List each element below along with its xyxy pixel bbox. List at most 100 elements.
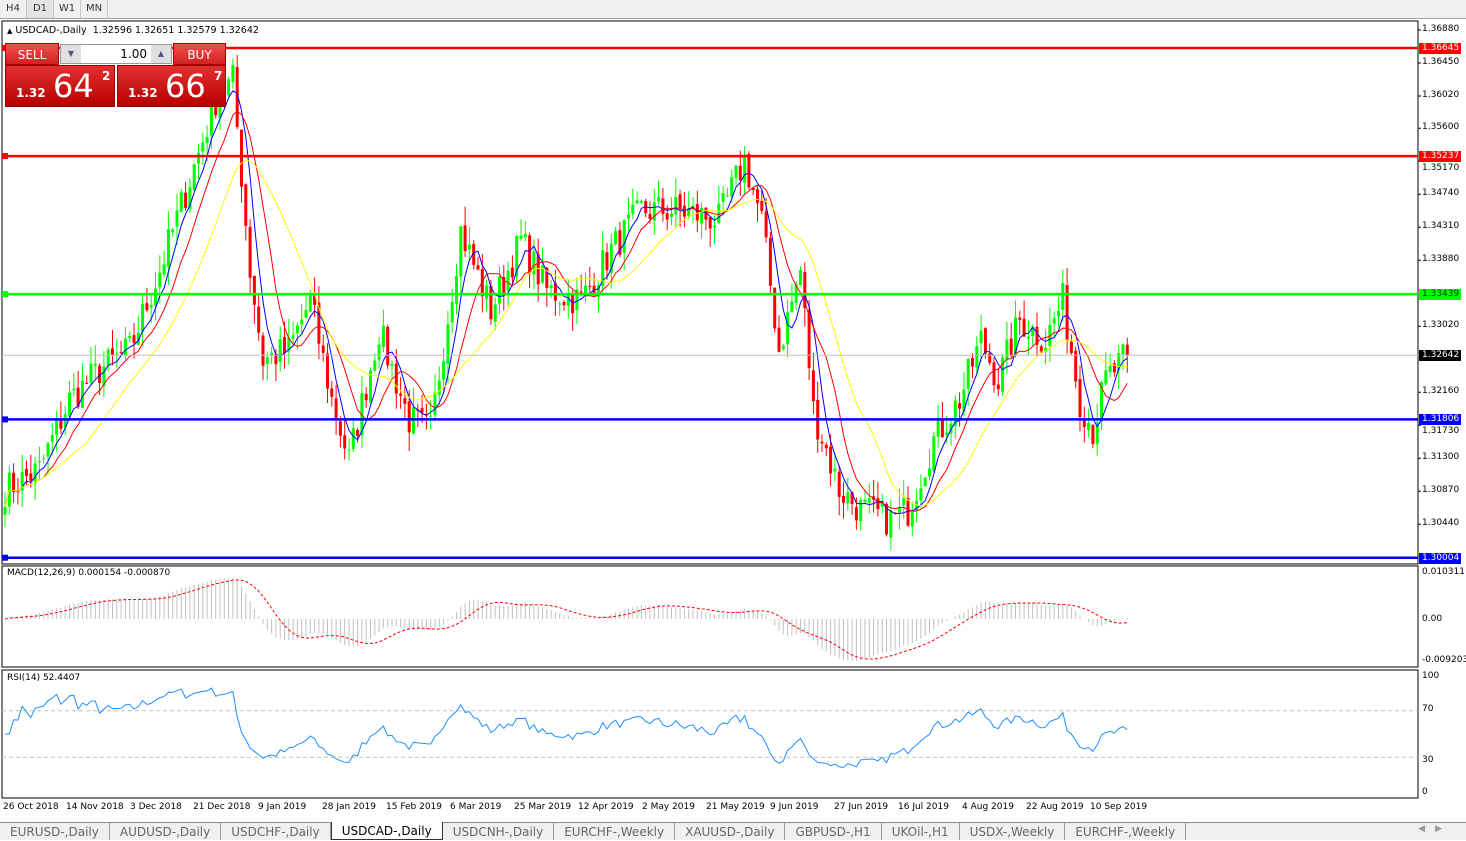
bear-candle — [463, 225, 467, 251]
collapse-arrow-icon[interactable]: ▲ — [7, 27, 13, 35]
bull-candle — [1026, 336, 1030, 339]
current-price-tag: 1.32642 — [1419, 350, 1461, 362]
bear-candle — [837, 471, 841, 497]
bull-candle — [270, 352, 274, 356]
chart-tab[interactable]: XAUUSD-,Daily — [675, 823, 786, 840]
bear-candle — [59, 418, 63, 429]
bull-candle — [50, 435, 54, 442]
level-price-tag: 1.31806 — [1419, 414, 1461, 426]
bear-candle — [326, 353, 329, 389]
bull-candle — [300, 319, 304, 325]
bull-candle — [979, 330, 983, 344]
date-axis-label: 14 Nov 2018 — [66, 802, 124, 812]
chart-tab[interactable]: USDX-,Weekly — [960, 823, 1066, 840]
ma-fast-line — [4, 90, 1128, 515]
bear-candle — [25, 468, 28, 477]
bull-candle — [390, 363, 394, 366]
bull-candle — [347, 449, 351, 451]
bull-candle — [889, 510, 893, 538]
bear-candle — [85, 382, 89, 384]
bear-candle — [386, 326, 390, 366]
bear-candle — [704, 207, 708, 220]
bull-candle — [115, 353, 119, 355]
chart-tab[interactable]: AUDUSD-,Daily — [110, 823, 222, 840]
bull-candle — [46, 443, 50, 457]
chart-tab[interactable]: USDCNH-,Daily — [443, 823, 555, 840]
bull-candle — [201, 142, 205, 152]
sell-button[interactable]: SELL — [5, 43, 59, 65]
bull-candle — [558, 303, 562, 305]
bull-candle — [308, 293, 312, 312]
bull-candle — [188, 187, 192, 209]
bull-candle — [880, 500, 884, 507]
lot-input[interactable]: 1.00 — [120, 47, 147, 61]
level-handle — [2, 153, 8, 160]
price-axis-label: 1.34310 — [1422, 221, 1460, 232]
bull-candle — [141, 304, 145, 332]
bull-candle — [506, 270, 510, 291]
bear-candle — [824, 444, 828, 449]
bull-candle — [493, 304, 497, 322]
buy-button[interactable]: BUY — [173, 43, 226, 65]
sell-price[interactable]: 1.32 64 2 — [5, 65, 115, 107]
bull-candle — [674, 196, 678, 215]
bear-candle — [76, 387, 80, 407]
bear-candle — [1035, 326, 1039, 345]
timeframe-d1[interactable]: D1 — [27, 0, 54, 18]
lot-decrease-icon[interactable]: ▼ — [61, 45, 81, 63]
bear-candle — [510, 267, 514, 278]
buy-price[interactable]: 1.32 66 7 — [117, 65, 226, 107]
date-axis-label: 22 Aug 2019 — [1026, 802, 1084, 812]
macd-axis-min: -0.009203 — [1422, 655, 1466, 665]
chart-tab[interactable]: EURUSD-,Daily — [0, 823, 110, 840]
bull-candle — [833, 468, 837, 472]
date-axis-label: 15 Feb 2019 — [386, 802, 443, 812]
bear-candle — [235, 67, 239, 127]
bear-candle — [1125, 344, 1129, 356]
bull-candle — [897, 506, 901, 513]
date-axis-label: 21 May 2019 — [706, 802, 765, 812]
chart-tab[interactable]: USDCHF-,Daily — [221, 823, 331, 840]
bull-candle — [652, 202, 656, 221]
timeframe-h4[interactable]: H4 — [0, 0, 27, 18]
chart-tab[interactable]: EURCHF-,Weekly — [1065, 823, 1187, 840]
bear-candle — [334, 398, 338, 421]
date-axis-label: 25 Mar 2019 — [514, 802, 572, 812]
timeframe-w1[interactable]: W1 — [54, 0, 81, 18]
sell-price-fraction: 2 — [102, 69, 111, 83]
lot-stepper[interactable]: ▼ 1.00 ▲ — [60, 44, 172, 64]
chart-tab[interactable]: USDCAD-,Daily — [330, 822, 443, 840]
chart-tab[interactable]: UKOil-,H1 — [882, 823, 960, 840]
bull-candle — [1014, 317, 1017, 356]
tab-scroll-arrows-icon[interactable]: ◀▶ — [1418, 824, 1452, 834]
level-price-tag: 1.36645 — [1419, 43, 1461, 55]
rsi-axis-70: 70 — [1422, 704, 1434, 714]
bull-candle — [1057, 310, 1060, 317]
bull-candle — [278, 339, 282, 362]
bull-candle — [377, 344, 381, 360]
rsi-pane-frame — [1, 669, 1419, 799]
lot-increase-icon[interactable]: ▲ — [151, 45, 171, 63]
date-axis-label: 4 Aug 2019 — [962, 802, 1014, 812]
timeframe-mn[interactable]: MN — [81, 0, 108, 18]
bear-candle — [476, 265, 480, 270]
bull-candle — [566, 294, 570, 306]
bear-candle — [145, 303, 149, 311]
bear-candle — [579, 291, 583, 294]
bull-candle — [609, 243, 613, 274]
bull-candle — [209, 99, 213, 136]
bull-candle — [631, 204, 635, 214]
bull-candle — [55, 418, 59, 435]
bull-candle — [149, 305, 153, 308]
bull-candle — [730, 177, 734, 197]
level-price-tag: 1.33439 — [1419, 289, 1461, 301]
symbol-title: USDCAD-,Daily — [15, 25, 87, 36]
price-chart[interactable] — [0, 20, 1466, 820]
bull-candle — [179, 192, 183, 212]
bear-candle — [764, 211, 768, 238]
chart-tab[interactable]: EURCHF-,Weekly — [554, 823, 676, 840]
chart-tab[interactable]: GBPUSD-,H1 — [785, 823, 882, 840]
bull-candle — [205, 137, 209, 144]
bear-candle — [906, 498, 910, 526]
bull-candle — [781, 345, 785, 350]
